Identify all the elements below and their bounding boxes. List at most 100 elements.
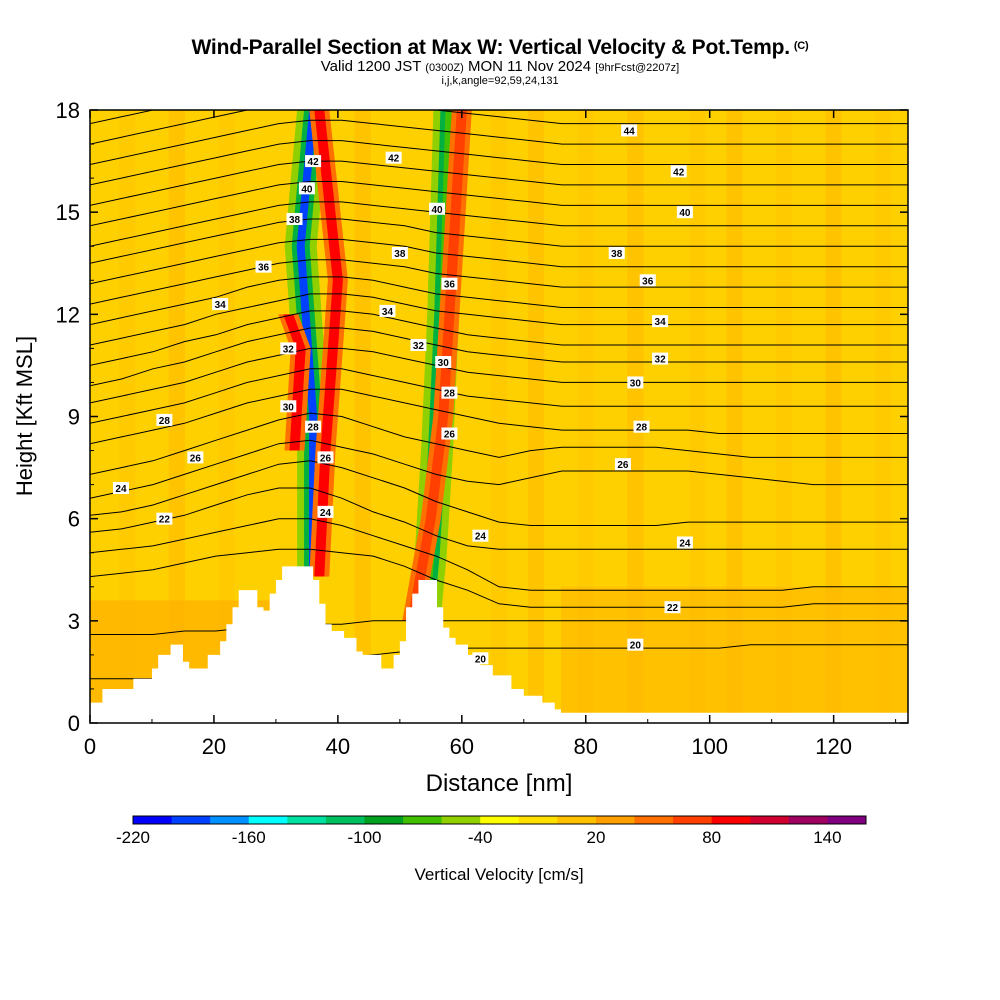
theta-label: 42	[670, 165, 687, 178]
chart-title: Wind-Parallel Section at Max W: Vertical…	[191, 36, 809, 59]
colorbar-tick-label: 80	[702, 828, 721, 847]
colorbar-frame	[132, 815, 867, 825]
theta-label-text: 42	[388, 154, 400, 165]
field-streak	[168, 110, 185, 723]
theta-label: 36	[639, 274, 656, 287]
colorbar-swatch	[133, 816, 173, 824]
theta-label-box	[633, 420, 650, 433]
field-streak	[627, 110, 644, 723]
theta-contour-23	[90, 518, 908, 591]
colorbar-tick-label: -100	[347, 828, 381, 847]
theta-label-box	[664, 601, 681, 614]
theta-label-box	[255, 260, 272, 273]
theta-label: 32	[652, 352, 669, 366]
theta-label-box	[280, 342, 297, 355]
theta-label-box	[441, 277, 458, 290]
colorbar-swatch	[441, 816, 481, 824]
theta-label-box	[298, 182, 315, 195]
theta-label: 26	[317, 451, 334, 464]
theta-contour-21	[90, 620, 908, 635]
field-streak	[354, 110, 371, 723]
theta-label: 42	[305, 155, 322, 168]
theta-label-text: 32	[655, 355, 667, 366]
theta-label-text: 20	[475, 654, 487, 665]
theta-label-text: 24	[115, 484, 127, 495]
theta-label: 34	[212, 298, 229, 311]
theta-contour-22	[90, 548, 908, 608]
theta-label-box	[410, 338, 427, 351]
y-tick-label: 3	[68, 609, 80, 634]
theta-label: 22	[664, 601, 681, 614]
colorbar-swatch	[750, 816, 790, 824]
x-tick-label: 40	[326, 734, 350, 759]
theta-label: 32	[280, 342, 297, 355]
x-tick-label: 60	[450, 734, 474, 759]
theta-label-text: 32	[413, 341, 425, 352]
theta-label: 26	[187, 451, 204, 464]
theta-label: 24	[472, 529, 489, 543]
theta-label-box	[676, 536, 693, 549]
colorbar-swatch	[171, 816, 211, 824]
theta-label: 36	[441, 277, 458, 291]
theta-label-text: 28	[308, 423, 320, 434]
theta-label-text: 36	[642, 276, 654, 287]
colorbar-swatch	[364, 816, 404, 824]
theta-label-box	[441, 427, 458, 440]
theta-label: 38	[608, 247, 625, 260]
theta-label: 38	[286, 212, 303, 226]
theta-contour-24	[90, 487, 908, 550]
colorbar-swatch	[711, 816, 751, 824]
theta-label: 40	[298, 182, 315, 195]
theta-contour-43	[90, 110, 908, 145]
theta-label: 40	[676, 206, 693, 219]
theta-label: 40	[429, 202, 446, 216]
x-axis-label: Distance [nm]	[426, 770, 573, 797]
theta-label-box	[385, 151, 402, 164]
theta-label: 42	[385, 151, 402, 165]
theta-label-box	[429, 202, 446, 215]
theta-label-box	[621, 124, 638, 137]
y-tick-label: 9	[68, 405, 80, 430]
field-streak	[825, 110, 842, 723]
theta-label-box	[441, 386, 458, 399]
colorbar-swatch	[480, 816, 520, 824]
theta-label-box	[614, 458, 631, 471]
theta-label-text: 26	[190, 453, 202, 464]
theta-label-box	[627, 638, 644, 651]
colorbar: -220 -160 -100 -40 20 80 140	[116, 815, 867, 847]
theta-label-box	[608, 247, 625, 260]
colorbar-tick-label: -220	[116, 828, 150, 847]
field-lowlevel	[560, 586, 908, 723]
y-axis-label: Height [Kft MSL]	[12, 336, 37, 496]
theta-label: 20	[627, 638, 644, 652]
theta-label-text: 42	[673, 167, 685, 178]
theta-label: 30	[435, 356, 452, 369]
theta-label-box	[280, 400, 297, 413]
theta-label-text: 30	[438, 358, 450, 369]
theta-label-text: 36	[258, 263, 270, 274]
plot-area: 44 42 42 42 40 40 40 38 38 38 36 36 36 34 34 34 32 32 32 30…	[90, 110, 908, 723]
theta-label-box	[317, 505, 334, 518]
colorbar-swatch	[325, 816, 365, 824]
theta-label: 24	[676, 536, 693, 550]
theta-contour-40	[90, 160, 908, 206]
field-streak	[577, 110, 594, 723]
theta-label-text: 26	[444, 430, 456, 441]
theta-label-text: 44	[624, 126, 636, 137]
colorbar-tick-label: 20	[586, 828, 605, 847]
theta-contour-28	[90, 388, 908, 445]
theta-label-text: 38	[289, 215, 301, 226]
field-streak	[689, 110, 706, 723]
theta-label-text: 24	[679, 539, 691, 550]
x-tick-label: 0	[84, 734, 96, 759]
colorbar-swatch	[595, 816, 636, 824]
colorbar-swatch	[827, 816, 867, 824]
theta-label-box	[639, 274, 656, 287]
theta-label-text: 26	[320, 453, 332, 464]
theta-label-text: 30	[630, 378, 642, 389]
theta-label: 24	[112, 482, 129, 495]
colorbar-swatch	[673, 816, 713, 824]
updraft-lee	[407, 110, 467, 621]
theta-label: 28	[156, 413, 173, 427]
